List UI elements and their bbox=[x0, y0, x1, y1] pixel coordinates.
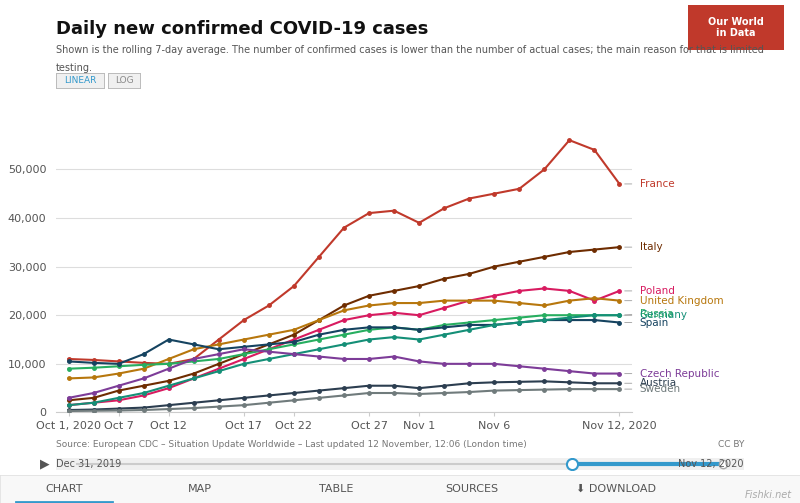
Text: SOURCES: SOURCES bbox=[446, 484, 498, 494]
Text: Czech Republic: Czech Republic bbox=[639, 369, 719, 379]
Text: Nov 12, 2020: Nov 12, 2020 bbox=[678, 459, 744, 469]
Text: TABLE: TABLE bbox=[319, 484, 353, 494]
Text: Our World
in Data: Our World in Data bbox=[708, 17, 764, 38]
Text: ▶: ▶ bbox=[39, 458, 49, 470]
Text: Dec 31, 2019: Dec 31, 2019 bbox=[56, 459, 122, 469]
Text: LOG: LOG bbox=[114, 76, 134, 85]
Text: Germany: Germany bbox=[639, 310, 687, 320]
Text: Italy: Italy bbox=[639, 242, 662, 252]
Text: United Kingdom: United Kingdom bbox=[639, 296, 723, 306]
Text: ⬇ DOWNLOAD: ⬇ DOWNLOAD bbox=[576, 484, 656, 494]
Text: Sweden: Sweden bbox=[639, 384, 681, 394]
Text: Shown is the rolling 7-day average. The number of confirmed cases is lower than : Shown is the rolling 7-day average. The … bbox=[56, 45, 764, 55]
Text: testing.: testing. bbox=[56, 63, 93, 73]
Text: CHART: CHART bbox=[46, 484, 82, 494]
Text: Source: European CDC – Situation Update Worldwide – Last updated 12 November, 12: Source: European CDC – Situation Update … bbox=[56, 440, 526, 449]
Text: France: France bbox=[639, 179, 674, 189]
Text: LINEAR: LINEAR bbox=[64, 76, 96, 85]
Text: Daily new confirmed COVID-19 cases: Daily new confirmed COVID-19 cases bbox=[56, 20, 428, 38]
Text: Fishki.net: Fishki.net bbox=[745, 490, 792, 499]
Text: Russia: Russia bbox=[639, 309, 673, 319]
Text: Spain: Spain bbox=[639, 317, 669, 327]
Text: Austria: Austria bbox=[639, 378, 677, 388]
Text: Poland: Poland bbox=[639, 286, 674, 296]
Text: CC BY: CC BY bbox=[718, 440, 744, 449]
Text: MAP: MAP bbox=[188, 484, 212, 494]
